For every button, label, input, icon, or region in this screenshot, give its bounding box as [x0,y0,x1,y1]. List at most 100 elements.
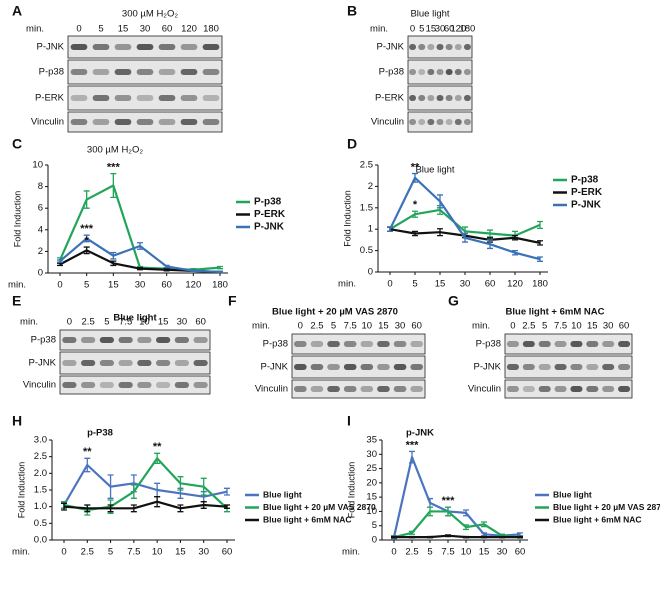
blot-strip [59,329,211,351]
blot-strip [504,333,633,355]
band [293,386,307,392]
significance-mark: ** [83,446,92,458]
band [114,119,132,125]
band [62,382,77,388]
band [360,364,374,370]
band [343,386,357,392]
time-point: 15 [118,24,129,35]
band [554,341,567,347]
blot-panel: E Blue light min. 0 2.5 5 7.5 10 15 30 60 P-p38 P-JN… [12,293,211,395]
x-tick-label: 15 [479,547,490,558]
band [602,364,615,370]
band [137,382,152,388]
legend-label: P-p38 [571,175,599,186]
band [180,95,198,101]
y-tick-label: 30 [366,449,377,460]
time-point: 30 [603,321,614,332]
legend-label: P-JNK [254,222,285,233]
y-axis-label: Fold Induction [12,191,22,248]
x-tick-label: 60 [222,547,233,558]
chart: C 300 µM H₂O₂ Fold Induction 0 2 4 6 8 10 0 5 15 30 6… [8,136,286,291]
band [409,44,417,50]
panel-label: A [12,3,22,19]
time-point: 30 [177,317,188,328]
blot-panel: A 300 µM H₂O₂ min. 0 5 15 30 60 120 180 P-JNK P-p38… [12,3,223,133]
time-point: 120 [450,24,466,35]
band [118,337,133,343]
band [586,364,599,370]
band [393,386,407,392]
time-point: 120 [181,24,197,35]
y-axis-label: Fold Induction [346,462,356,519]
x-tick-label: 5 [412,279,417,290]
y-tick-label: 0.0 [34,535,47,546]
band [310,386,324,392]
band [445,44,453,50]
band [618,364,631,370]
chart: D Blue light Fold Induction 0 0.5 1 1.5 2 2.5 0 5 1… [338,136,603,290]
band [114,69,132,75]
band [137,337,152,343]
significance-mark: ** [153,441,162,453]
time-point: 5 [542,321,547,332]
band [99,337,114,343]
time-point: 7.5 [344,321,357,332]
band [454,119,462,125]
time-point: 5 [331,321,336,332]
band [454,44,462,50]
row-label: Vinculin [255,384,288,395]
time-point: 0 [76,24,81,35]
time-point: 60 [162,24,173,35]
band [436,69,444,75]
time-point: 180 [459,24,475,35]
y-tick-label: 0.5 [34,518,47,529]
time-point: 2.5 [82,317,95,328]
y-tick-label: 3.0 [34,435,47,446]
x-axis-label: min. [8,280,26,291]
band [602,341,615,347]
panel-label: E [12,293,21,309]
series-line [63,500,228,510]
significance-mark: * [413,199,418,211]
legend-label: Blue light [553,489,592,499]
band [92,69,110,75]
row-label: Vinculin [468,384,501,395]
x-tick-label: 120 [185,280,201,291]
band [427,69,435,75]
time-point: 2.5 [310,321,323,332]
chart-title: 300 µM H₂O₂ [87,145,143,156]
time-point: 30 [140,24,151,35]
chart-title: Blue light [415,165,454,176]
band [463,44,471,50]
band [180,119,198,125]
band [118,382,133,388]
band [570,386,583,392]
band [114,44,132,50]
band [114,95,132,101]
y-tick-label: 2 [368,181,373,192]
blot-title: Blue light + 20 µM VAS 2870 [272,307,398,318]
y-tick-label: 35 [366,435,377,446]
time-point: 60 [411,321,422,332]
significance-mark: *** [107,162,121,174]
blot-title: Blue light [410,9,449,20]
x-tick-label: 120 [507,279,523,290]
band [445,119,453,125]
x-tick-label: 0 [61,547,66,558]
blot-strip [291,379,426,399]
y-tick-label: 2.0 [34,468,47,479]
band [156,382,171,388]
panel-label: H [12,413,22,429]
blot-strip [504,379,633,399]
y-tick-label: 15 [366,492,377,503]
band [136,69,154,75]
band [427,44,435,50]
row-label: P-JNK [474,362,502,373]
band [343,364,357,370]
x-tick-label: 60 [515,547,526,558]
band [570,341,583,347]
time-point: 30 [435,24,446,35]
band [137,360,152,366]
blot-panel: G Blue light + 6mM NAC min. 0 2.5 5 7.5 10 15 30 6… [448,293,633,399]
